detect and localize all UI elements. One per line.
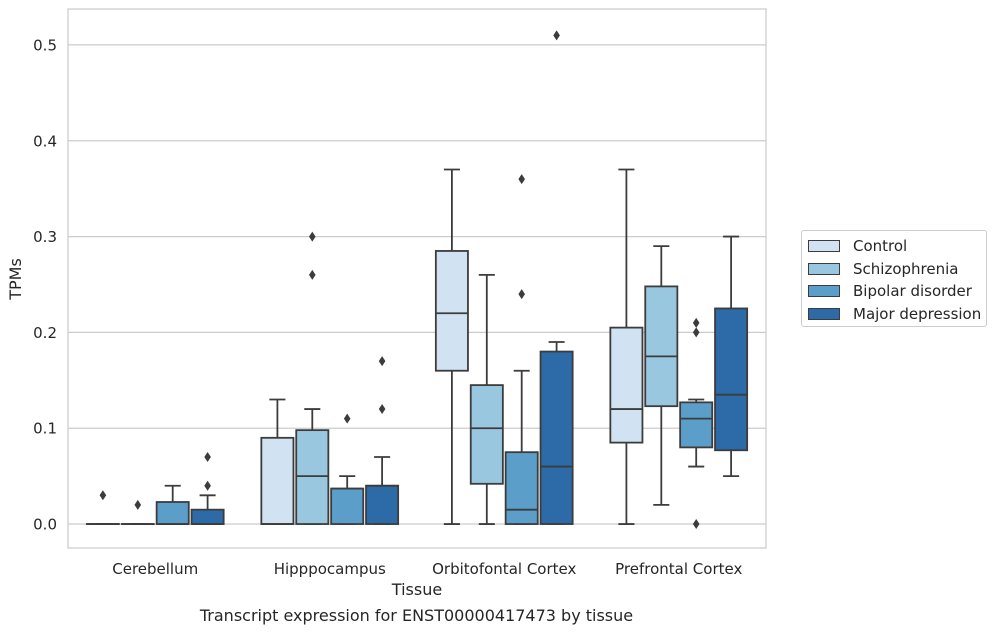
box-body (609, 326, 644, 444)
y-tick-label: 0.1 (33, 420, 57, 438)
x-tick-label: Prefrontal Cortex (615, 560, 742, 578)
series-group (155, 174, 714, 530)
legend-swatch-control (808, 240, 840, 253)
legend-item-bipolar-disorder: Bipolar disorder (808, 280, 980, 303)
y-tick-label: 0.2 (33, 324, 57, 342)
box-body (504, 451, 539, 525)
series-group (120, 231, 679, 525)
box-body (469, 384, 504, 485)
box-whiskers (723, 235, 740, 478)
y-tick-label: 0.5 (33, 36, 57, 54)
x-tick-label: Orbitofontal Cortex (432, 560, 576, 578)
outlier-point (309, 231, 316, 242)
outlier-point (343, 413, 351, 424)
legend-label-schizophrenia: Schizophrenia (853, 259, 959, 278)
x-tick-label: Hipppocampus (274, 560, 386, 578)
y-tick-label: 0.0 (33, 516, 57, 534)
box-body (539, 350, 574, 525)
figure-caption: Transcript expression for ENST0000041747… (199, 606, 634, 625)
outlier-point (204, 480, 211, 491)
legend-item-control: Control (808, 235, 980, 258)
plot-frame (67, 8, 767, 549)
outlier-point (378, 404, 386, 415)
outlier-point (553, 30, 560, 41)
box-body (295, 429, 330, 525)
box-body (155, 501, 190, 525)
legend: Control Schizophrenia Bipolar disorder M… (801, 230, 987, 327)
box-plots (85, 30, 749, 530)
box-body (679, 401, 714, 449)
legend-swatch-major-depression (808, 307, 840, 320)
box-whiskers (443, 168, 460, 525)
outlier-point (134, 499, 142, 510)
box-body (644, 285, 679, 408)
series-group (85, 168, 644, 525)
legend-item-major-depression: Major depression (808, 303, 982, 326)
legend-label-control: Control (853, 237, 908, 256)
box-body (190, 508, 225, 525)
y-tick-label: 0.3 (33, 228, 57, 246)
outlier-point (309, 269, 316, 280)
x-axis-label: Tissue (391, 580, 442, 599)
box-body (330, 487, 365, 525)
outlier-point (518, 289, 525, 300)
y-axis-ticks: 0.0 0.1 0.2 0.3 0.4 0.5 (33, 36, 57, 533)
box-whiskers (653, 245, 670, 506)
outlier-point (692, 519, 700, 530)
outlier-point (204, 451, 211, 462)
legend-label-bipolar-disorder: Bipolar disorder (853, 282, 972, 301)
x-axis-ticks: Cerebellum Hipppocampus Orbitofontal Corte… (112, 560, 742, 578)
y-tick-label: 0.4 (33, 132, 57, 150)
outlier-point (692, 317, 700, 328)
outlier-point (518, 174, 525, 185)
legend-item-schizophrenia: Schizophrenia (808, 258, 980, 281)
outlier-point (99, 490, 107, 501)
legend-swatch-schizophrenia (808, 262, 840, 275)
box-body (434, 250, 469, 372)
outlier-point (378, 356, 386, 367)
y-axis-label: TPMs (6, 258, 25, 301)
series-group (190, 30, 749, 525)
x-tick-label: Cerebellum (112, 560, 198, 578)
legend-swatch-bipolar-disorder (808, 285, 840, 298)
legend-label-major-depression: Major depression (853, 304, 982, 323)
plot-background (68, 9, 766, 548)
box-body (260, 436, 295, 525)
box-whiskers (478, 274, 495, 525)
box-whiskers (618, 168, 635, 525)
outlier-point (692, 327, 700, 338)
box-body (365, 484, 400, 525)
box-body (714, 307, 749, 452)
